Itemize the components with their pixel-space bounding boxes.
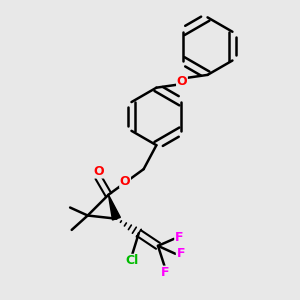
Text: O: O [93,165,104,178]
Text: F: F [176,248,185,260]
Text: F: F [161,266,169,279]
Text: F: F [175,231,183,244]
Text: Cl: Cl [126,254,139,267]
Polygon shape [109,195,120,220]
Text: O: O [177,75,187,88]
Text: O: O [120,175,130,188]
